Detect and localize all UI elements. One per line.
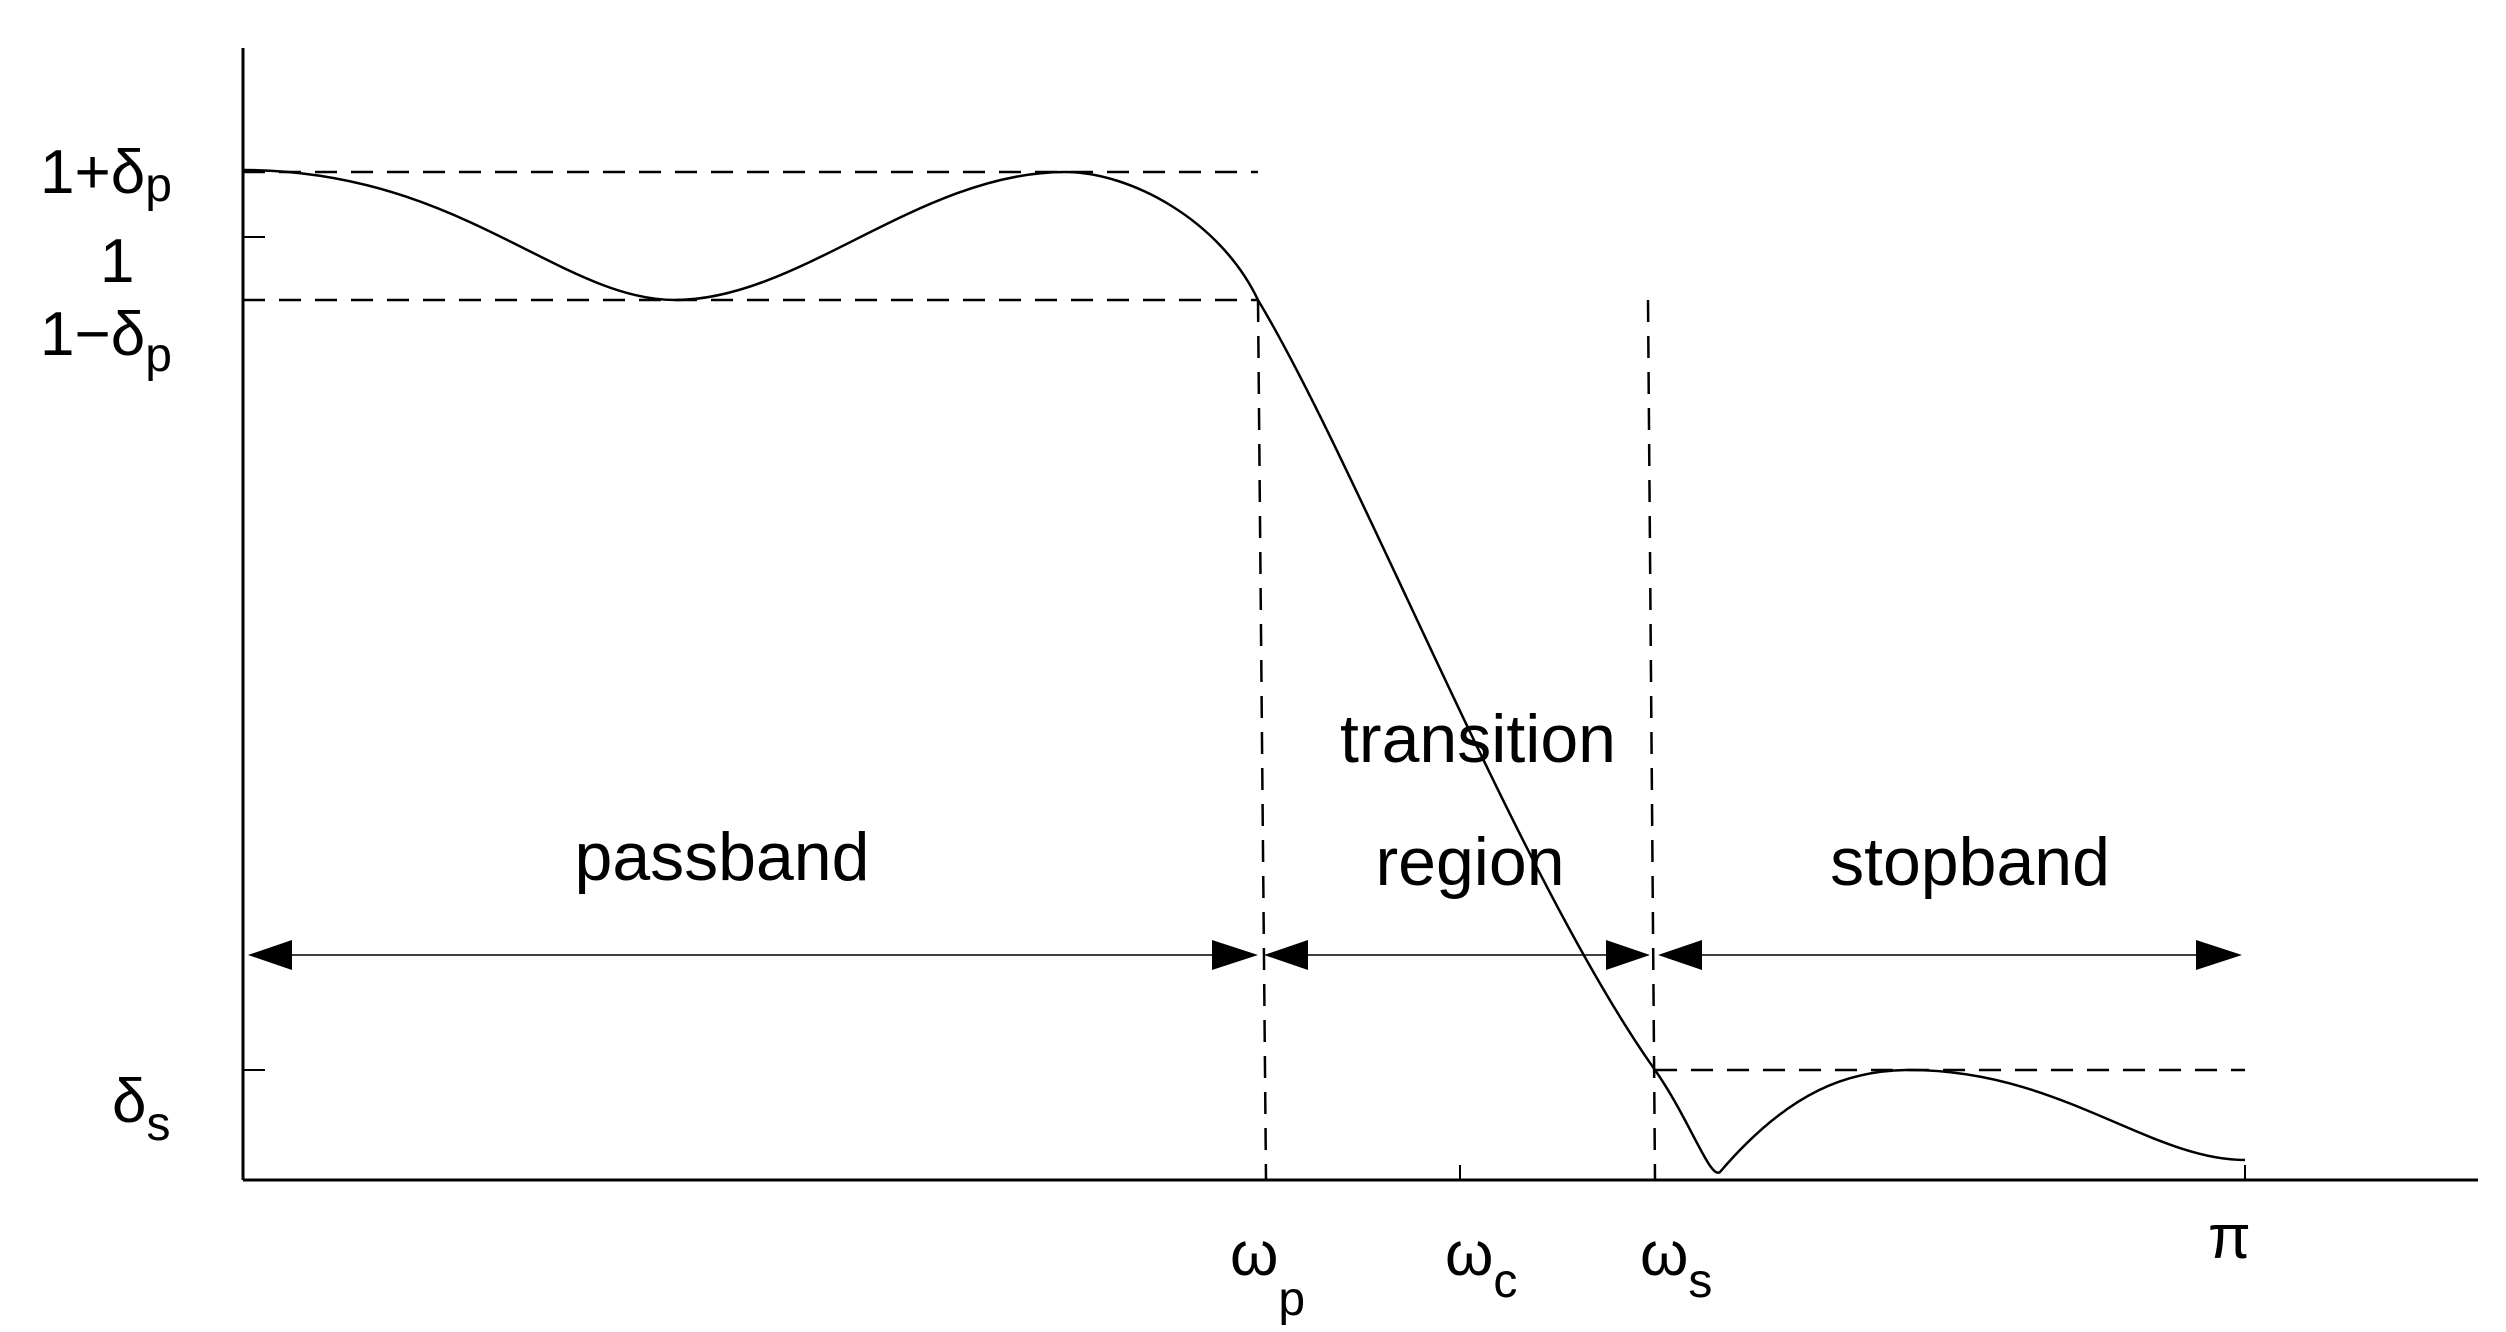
y-label-one: 1 bbox=[100, 227, 134, 296]
transition-span-arrow bbox=[1264, 940, 1650, 970]
stopband-edge-line bbox=[1646, 299, 1657, 1181]
frequency-response-curve bbox=[242, 168, 2246, 1174]
x-label-wc: ωc bbox=[1445, 1220, 1517, 1308]
stopband-span-arrow bbox=[1658, 940, 2242, 970]
x-label-pi: π bbox=[2208, 1203, 2251, 1272]
passband-edge-line bbox=[1256, 299, 1268, 1181]
y-label-lower: 1−δp bbox=[40, 300, 172, 382]
y-label-stop: δs bbox=[112, 1067, 171, 1151]
x-label-ws: ωs bbox=[1640, 1220, 1712, 1308]
region-label: region bbox=[1375, 824, 1564, 900]
passband-span-arrow bbox=[248, 940, 1258, 970]
passband-label: passband bbox=[575, 819, 870, 895]
stopband-label: stopband bbox=[1830, 824, 2110, 900]
transition-label: transition bbox=[1340, 701, 1616, 777]
x-label-wp: ωp bbox=[1230, 1220, 1305, 1326]
y-label-upper: 1+δp bbox=[40, 138, 172, 212]
